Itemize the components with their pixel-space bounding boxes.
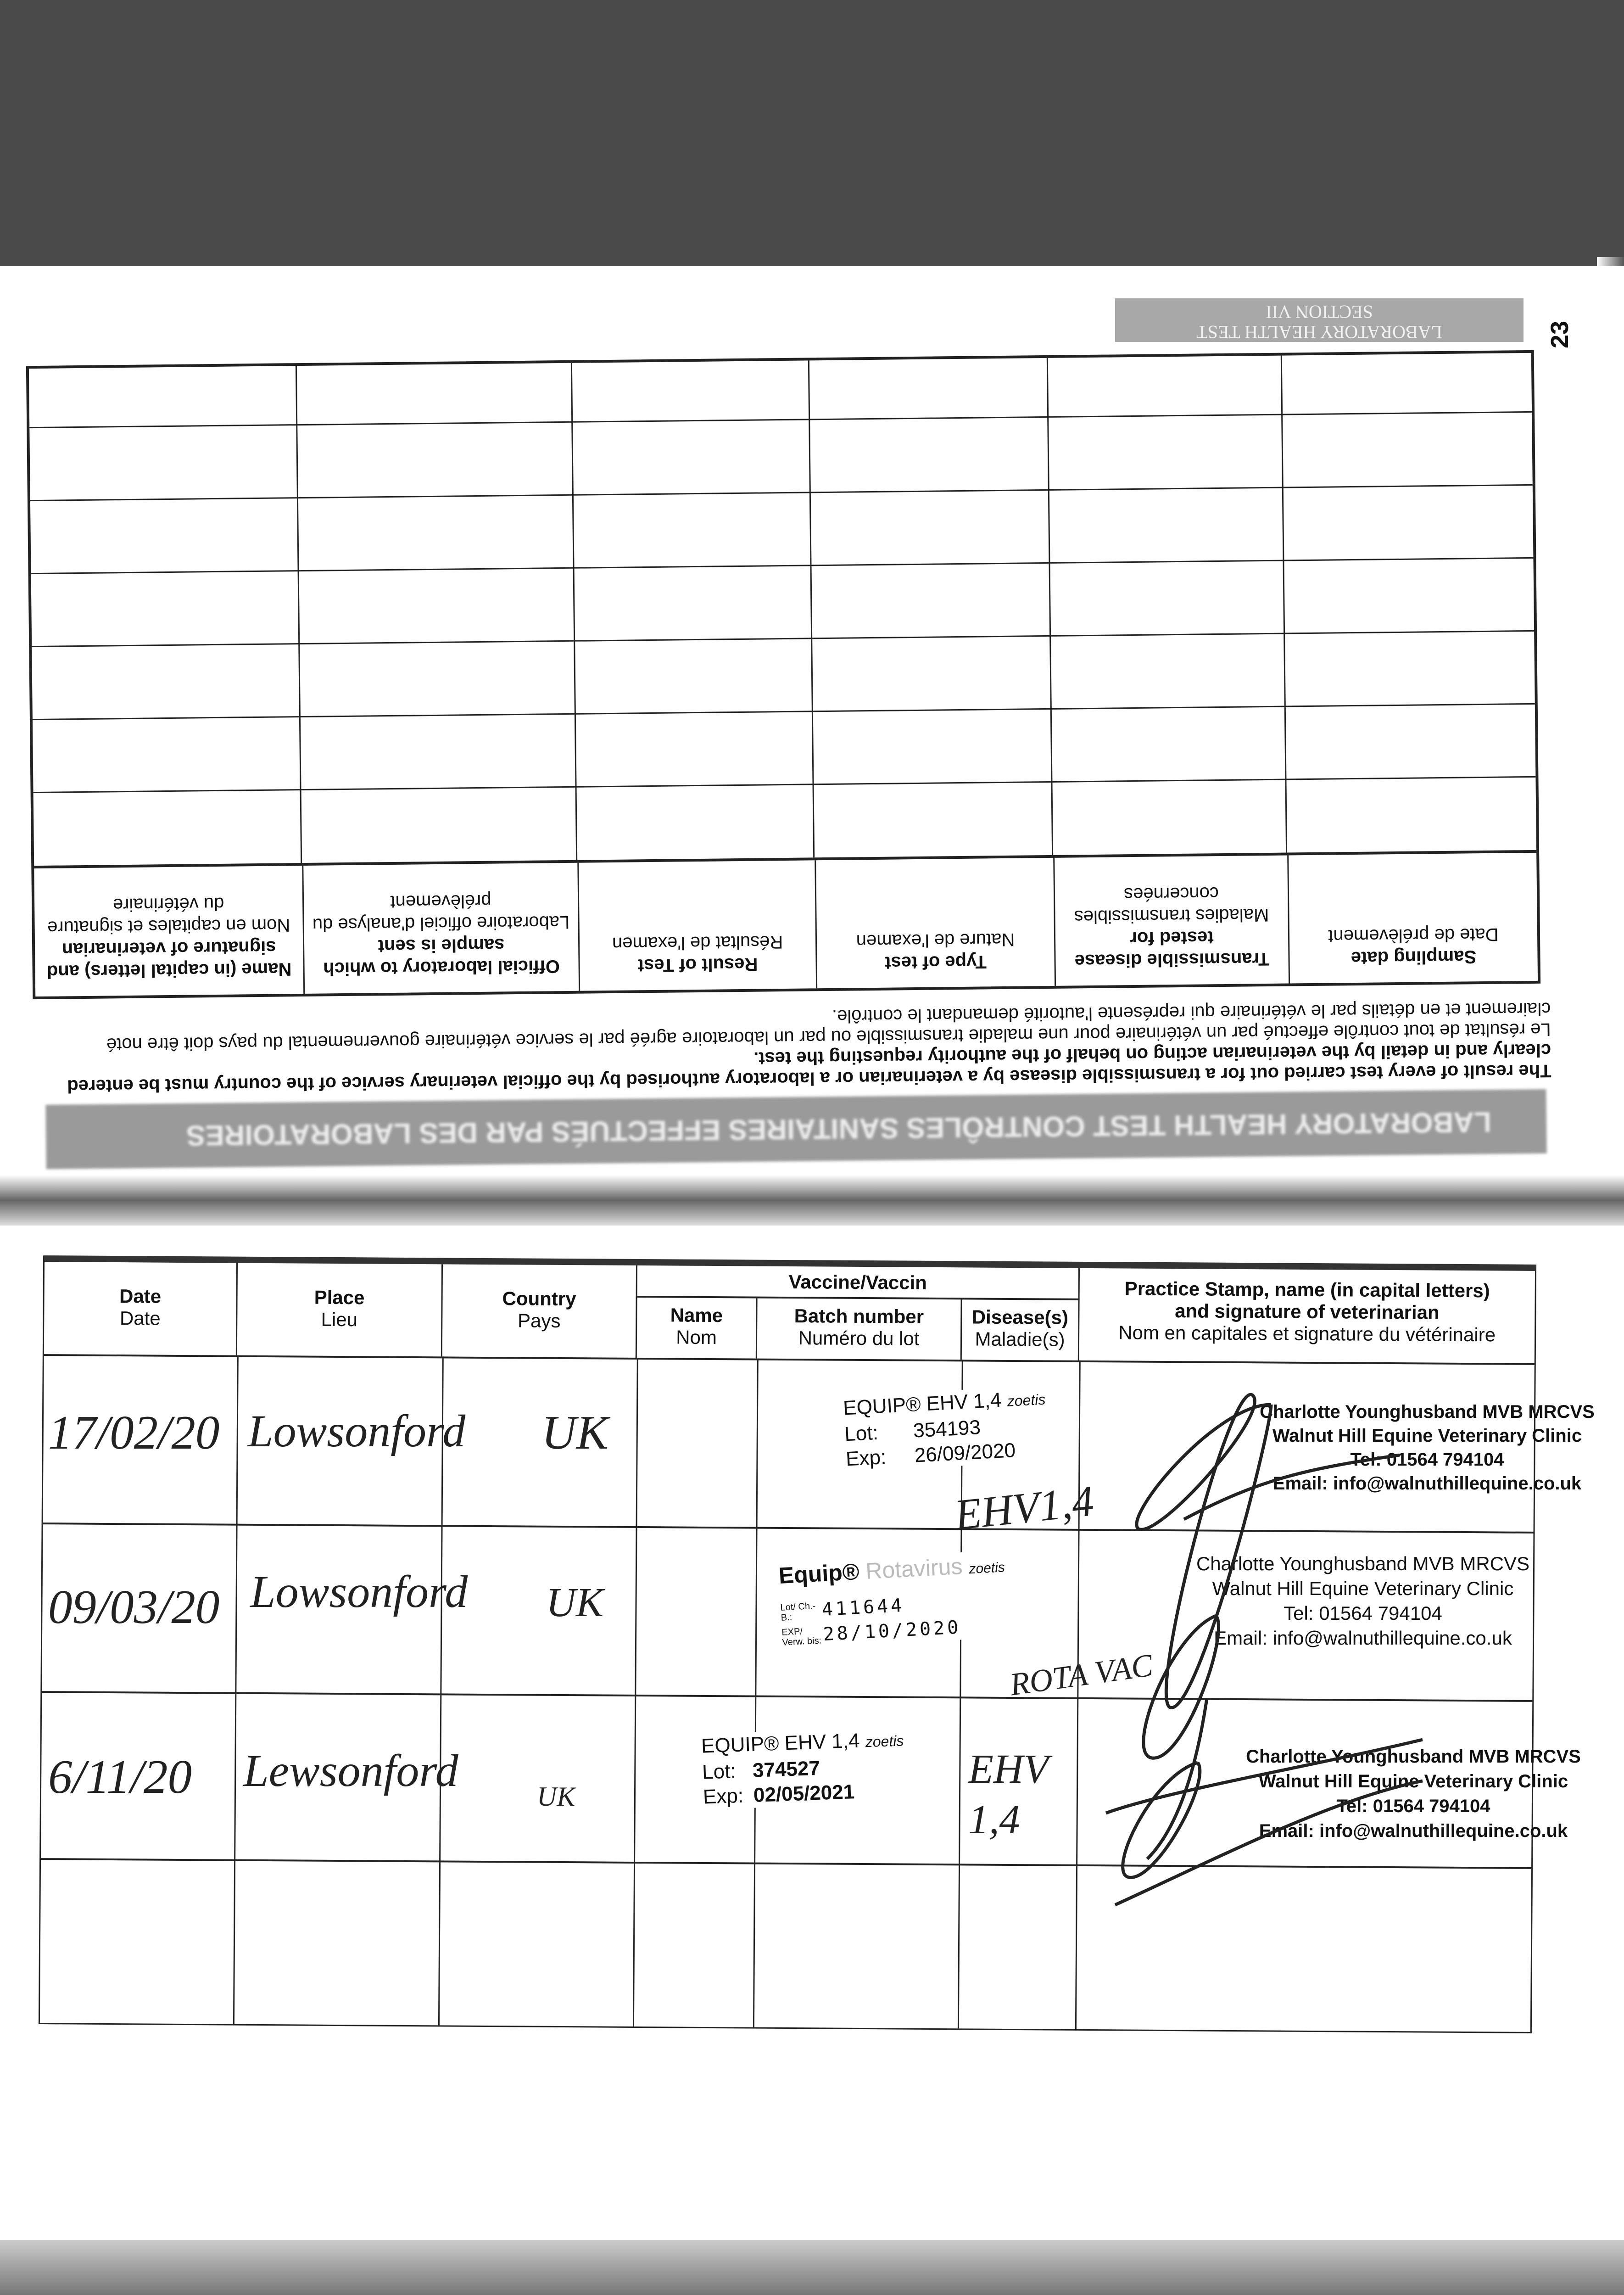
header-type: Type of test Nature de l'examen [815,857,1055,989]
row1-vaccine-label: EQUIP® EHV 1,4 zoetis Lot: 354193 Exp: 26/… [842,1385,1049,1472]
column-line [233,1355,239,2024]
row3-vaccine-label: EQUIP® EHV 1,4 zoetis Lot: 374527 Exp: 02/… [701,1727,906,1810]
table-row [32,703,1535,721]
table-row [29,411,1532,429]
row1-country: UK [541,1405,608,1459]
column-line [1046,358,1054,855]
header-veterinarian: Name (in capital letters) and signature … [46,893,292,982]
scanner-background [0,0,1624,269]
header-batch: Batch number Numéro du lot [757,1298,962,1360]
column-line [808,360,815,858]
column-line [570,363,578,860]
row3-country: UK [537,1781,575,1812]
instructions-paragraph: The result of every test carried out for… [32,998,1551,1097]
book-bottom-edge [0,2240,1624,2295]
header-laboratory: Official laboratory to which sample is s… [302,862,579,994]
row1-date: 17/02/20 [48,1405,220,1459]
tab-section: SECTION VII [1266,302,1373,322]
row3-date: 6/11/20 [48,1750,192,1803]
row3-place: Lewsonford [243,1745,458,1796]
table-row [33,776,1536,794]
header-disease: Transmissible disease tested for Maladies… [1053,855,1289,986]
header-name: Name Nom [636,1297,758,1359]
header-country: Country Pays [442,1264,638,1358]
section-tab: LABORATORY HEALTH TEST SECTION VII [1115,298,1524,342]
page-number: 23 [1546,320,1574,349]
signature-row1 [1135,1393,1400,1709]
laboratory-test-table: Sampling date Date de prélèvement Transmi… [26,350,1541,1000]
table-row [32,630,1535,648]
column-line [1280,355,1288,853]
header-vaccine: Vaccine/Vaccin [637,1265,1080,1300]
row2-vaccine-label: Equip® Rotavirus zoetis Lot/ Ch.-B.: 4116… [778,1550,1009,1649]
row2-practice-stamp: Charlotte Younghusband MVB MRCVS Walnut H… [1196,1553,1530,1649]
row2-country: UK [546,1580,604,1625]
section-banner: LABORATORY HEALTH TEST CONTRÔLES SANITAI… [45,1089,1547,1170]
row3-disease: EHV 1,4 [968,1746,1048,1842]
table-row [31,557,1534,575]
row1-practice-stamp: Charlotte Younghusband MVB MRCVS Walnut H… [1260,1402,1595,1494]
signature-row2 [1105,1614,1423,1860]
table-header: Sampling date Date de prélèvement Transmi… [34,850,1538,997]
column-line [753,1358,759,2027]
header-sampling-date: Sampling date Date de prélèvement [1287,852,1538,984]
signature-row3 [1114,1761,1423,1907]
row3-practice-stamp: Charlotte Younghusband MVB MRCVS Walnut H… [1246,1746,1581,1841]
book-spine-shadow [0,1175,1624,1226]
header-disease: Disease(s) Maladie(s) [961,1299,1080,1360]
header-stamp: Practice Stamp, name (in capital letters… [1118,1277,1496,1346]
column-line [295,366,302,863]
veterinarian-signatures [1105,1393,1423,1907]
header-place: Place Lieu [237,1263,443,1357]
row2-place: Lowsonford [250,1566,468,1617]
row2-date: 09/03/20 [48,1580,220,1634]
header-result: Result of Test Résultat de l'examen [577,860,816,991]
tab-title: LABORATORY HEALTH TEST [1196,322,1442,342]
upper-page-inverted: LABORATORY HEALTH TEST CONTRÔLES SANITAI… [0,266,1624,1212]
table-row [30,484,1533,502]
column-line [632,1357,638,2026]
row1-place: Lowsonford [248,1405,466,1456]
header-date: Date Date [44,1262,238,1355]
